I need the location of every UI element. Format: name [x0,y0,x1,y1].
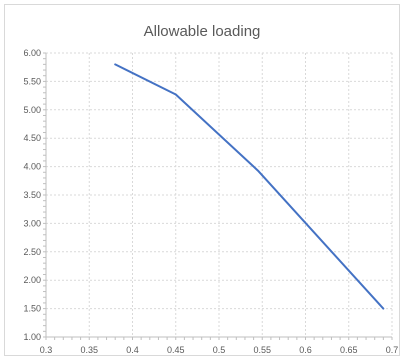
x-tick-label: 0.7 [386,345,399,355]
x-tick-label: 0.65 [340,345,358,355]
x-tick-label: 0.55 [253,345,271,355]
y-tick-label: 3.00 [23,218,41,228]
x-tick-label: 0.45 [167,345,185,355]
y-tick-label: 5.00 [23,105,41,115]
chart-area: Allowable loading [4,4,400,356]
y-tick-label: 6.00 [23,48,41,58]
series-line [114,63,385,310]
y-tick-label: 1.00 [23,332,41,342]
y-tick-label: 3.50 [23,190,41,200]
chart-title: Allowable loading [143,23,261,40]
y-tick-label: 2.00 [23,275,41,285]
x-tick-label: 0.4 [126,345,139,355]
x-tick-label: 0.6 [299,345,312,355]
x-tick-label: 0.5 [213,345,226,355]
x-tick-label: 0.35 [80,345,98,355]
y-tick-label: 5.50 [23,76,41,86]
y-tick-label: 2.50 [23,247,41,257]
y-tick-label: 4.00 [23,162,41,172]
y-tick-label: 1.50 [23,304,41,314]
y-tick-label: 4.50 [23,133,41,143]
x-tick-label: 0.3 [40,345,53,355]
